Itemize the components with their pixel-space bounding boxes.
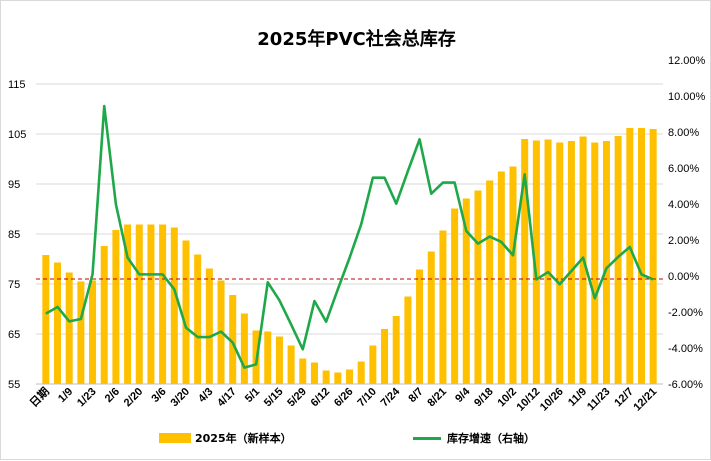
y-right-tick-label: 4.00% (668, 199, 699, 211)
x-tick-label: 8/21 (425, 386, 449, 410)
bar (276, 337, 283, 385)
bar (54, 263, 61, 385)
bar (591, 143, 598, 385)
x-tick-label: 2/20 (122, 386, 146, 410)
bar (264, 332, 271, 385)
y-right-tick-label: -4.00% (668, 343, 703, 355)
bar (486, 181, 493, 385)
bar (545, 140, 552, 385)
bar (474, 191, 481, 385)
bar (510, 167, 517, 385)
legend-swatch-bar (159, 433, 191, 443)
bar (650, 129, 657, 384)
x-tick-label: 8/7 (406, 386, 425, 405)
bar (568, 141, 575, 384)
x-tick-label: 5/29 (285, 386, 309, 410)
bar (77, 282, 84, 385)
bar (311, 363, 318, 385)
bar (638, 128, 645, 384)
x-tick-label: 2/6 (103, 386, 122, 405)
y-right-tick-label: 6.00% (668, 163, 699, 175)
x-tick-label: 4/17 (215, 386, 239, 410)
x-tick-label: 6/12 (309, 386, 333, 410)
bar (393, 316, 400, 384)
bar (439, 231, 446, 385)
bar (334, 373, 341, 385)
bar (42, 255, 49, 384)
x-tick-label: 10/26 (538, 386, 566, 414)
bar (288, 346, 295, 385)
y-right-tick-label: 10.00% (668, 91, 706, 103)
legend-item-bars: 2025年（新样本） (159, 430, 292, 446)
y-left-tick-label: 55 (8, 379, 20, 391)
legend-label-line: 库存增速（右轴） (447, 430, 535, 446)
bar (498, 172, 505, 385)
y-left-tick-label: 95 (8, 179, 20, 191)
bar (451, 209, 458, 385)
x-tick-label: 3/6 (149, 386, 168, 405)
y-left-tick-label: 105 (8, 129, 26, 141)
x-tick-label: 6/26 (332, 386, 356, 410)
bar (194, 255, 201, 385)
x-tick-label: 1/9 (56, 386, 75, 405)
y-left-tick-label: 65 (8, 329, 20, 341)
y-right-tick-label: -2.00% (668, 307, 703, 319)
bar (136, 225, 143, 385)
y-left-tick-label: 85 (8, 229, 20, 241)
x-tick-label: 12/21 (631, 386, 659, 414)
y-right-tick-label: -6.00% (668, 379, 703, 391)
bar (428, 252, 435, 385)
bar (66, 273, 73, 385)
x-tick-label: 3/20 (168, 386, 192, 410)
y-right-tick-label: 8.00% (668, 127, 699, 139)
bar (206, 269, 213, 385)
y-right-tick-label: 2.00% (668, 235, 699, 247)
x-tick-label: 5/1 (243, 386, 262, 405)
bar (159, 225, 166, 385)
bar (323, 371, 330, 385)
x-tick-label: 1/23 (75, 386, 99, 410)
y-right-tick-label: 12.00% (668, 55, 706, 67)
bar (556, 143, 563, 385)
bar (241, 314, 248, 385)
bar (299, 359, 306, 385)
x-tick-label: 日期 (27, 384, 52, 409)
bar (346, 370, 353, 385)
bar (603, 141, 610, 384)
x-tick-label: 5/15 (262, 386, 286, 410)
x-tick-label: 9/4 (453, 385, 473, 405)
bar (404, 297, 411, 385)
x-tick-label: 10/12 (515, 386, 543, 414)
y-left-tick-label: 115 (8, 79, 26, 91)
bar (171, 228, 178, 385)
y-left-tick-label: 75 (8, 279, 20, 291)
x-tick-label: 7/10 (355, 386, 379, 410)
legend-item-line: 库存增速（右轴） (413, 430, 535, 446)
legend-swatch-line (413, 437, 441, 440)
bar (147, 225, 154, 385)
bar (89, 281, 96, 385)
bar (416, 270, 423, 385)
x-tick-label: 7/24 (379, 385, 403, 409)
bar (358, 362, 365, 385)
x-tick-label: 4/3 (196, 386, 215, 405)
legend-label-bars: 2025年（新样本） (195, 430, 292, 446)
bar (101, 246, 108, 384)
bar (381, 329, 388, 384)
x-tick-label: 11/23 (585, 386, 613, 414)
y-right-tick-label: 0.00% (668, 271, 699, 283)
bar (182, 241, 189, 385)
bar (369, 346, 376, 385)
x-tick-label: 9/18 (472, 386, 496, 410)
bar (112, 230, 119, 384)
